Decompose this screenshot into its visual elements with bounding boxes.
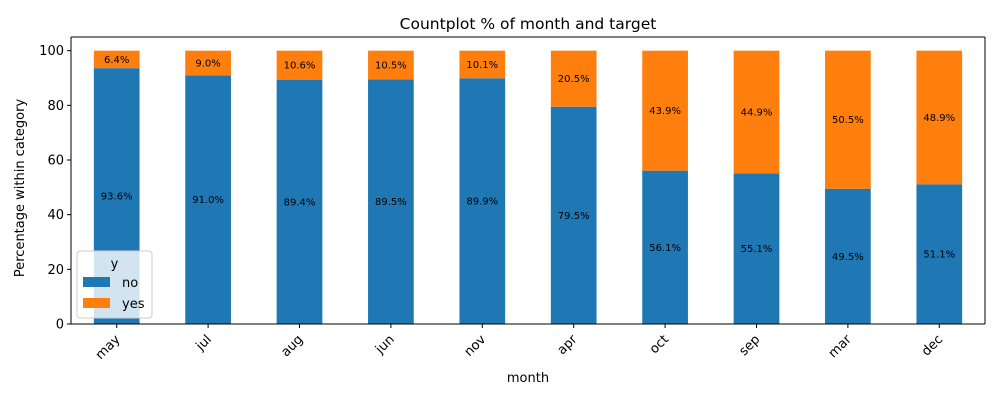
legend: yno yes — [76, 250, 153, 319]
x-tick-label-dec: dec — [919, 332, 946, 359]
x-tick-label-nov: nov — [462, 332, 490, 360]
bar-no-dec — [916, 184, 963, 324]
bar-no-oct — [642, 170, 688, 324]
data-label-no-jul: 91.0% — [192, 195, 224, 206]
y-tick-label-80: 80 — [47, 99, 64, 114]
bar-no-jun — [368, 79, 414, 324]
y-axis-title: Percentage within category — [13, 99, 28, 278]
data-label-yes-dec: 48.9% — [923, 113, 955, 124]
data-label-yes-mar: 50.5% — [832, 115, 864, 126]
data-label-yes-may: 6.4% — [104, 55, 129, 66]
x-axis-title: month — [507, 371, 549, 386]
bar-yes-oct — [642, 50, 688, 171]
y-tick-label-0: 0 — [56, 318, 64, 333]
chart-title: Countplot % of month and target — [400, 15, 657, 33]
bar-yes-may — [93, 50, 140, 69]
data-label-yes-apr: 20.5% — [558, 74, 590, 85]
bar-no-mar — [825, 188, 871, 324]
data-label-no-aug: 89.4% — [284, 197, 316, 208]
legend-title: y — [111, 257, 119, 272]
x-tick-label-jul: jul — [193, 332, 215, 354]
x-tick-label-oct: oct — [647, 332, 672, 357]
data-label-yes-sep: 44.9% — [741, 108, 773, 119]
bar-yes-jun — [368, 50, 414, 80]
legend-swatch-yes — [83, 298, 110, 308]
data-label-no-apr: 79.5% — [558, 211, 590, 222]
x-tick-label-aug: aug — [278, 332, 306, 360]
bar-yes-aug — [276, 50, 323, 80]
x-tick-label-sep: sep — [736, 332, 763, 359]
x-tick-label-mar: mar — [826, 332, 855, 361]
data-label-no-jun: 89.5% — [375, 197, 407, 208]
bar-yes-jul — [185, 50, 231, 76]
x-tick-label-apr: apr — [555, 332, 581, 358]
data-label-yes-jun: 10.5% — [375, 61, 407, 72]
x-tick-label-jun: jun — [372, 332, 398, 358]
data-label-no-dec: 51.1% — [923, 250, 955, 261]
bar-yes-sep — [733, 50, 780, 174]
bar-no-apr — [550, 106, 597, 324]
bar-no-jul — [185, 75, 231, 325]
data-label-no-mar: 49.5% — [832, 252, 864, 263]
legend-swatch-no — [83, 277, 110, 287]
bar-yes-dec — [916, 50, 963, 185]
data-label-no-oct: 56.1% — [649, 243, 681, 254]
legend-label-no: no — [122, 276, 138, 291]
data-label-yes-jul: 9.0% — [195, 58, 220, 69]
data-label-no-sep: 55.1% — [741, 244, 773, 255]
data-label-no-may: 93.6% — [101, 192, 133, 203]
bar-no-nov — [459, 78, 506, 324]
y-tick-label-60: 60 — [47, 154, 64, 169]
data-label-yes-aug: 10.6% — [284, 61, 316, 72]
y-tick-label-20: 20 — [47, 263, 64, 278]
bar-yes-apr — [550, 50, 597, 107]
data-label-no-nov: 89.9% — [466, 197, 498, 208]
y-tick-label-40: 40 — [47, 208, 64, 223]
plot-area: 93.6% 6.4% 91.0% 9.0% 89.4% 10.6% 89.5% 10.5% 89… — [39, 36, 986, 363]
bar-yes-nov — [459, 50, 506, 79]
legend-label-yes: yes — [122, 297, 145, 312]
bar-no-aug — [276, 79, 323, 324]
data-label-yes-oct: 43.9% — [649, 106, 681, 117]
y-tick-label-100: 100 — [39, 44, 64, 59]
bar-yes-mar — [825, 50, 871, 189]
bar-no-sep — [733, 173, 780, 324]
data-label-yes-nov: 10.1% — [466, 60, 498, 71]
x-tick-label-may: may — [93, 332, 124, 363]
